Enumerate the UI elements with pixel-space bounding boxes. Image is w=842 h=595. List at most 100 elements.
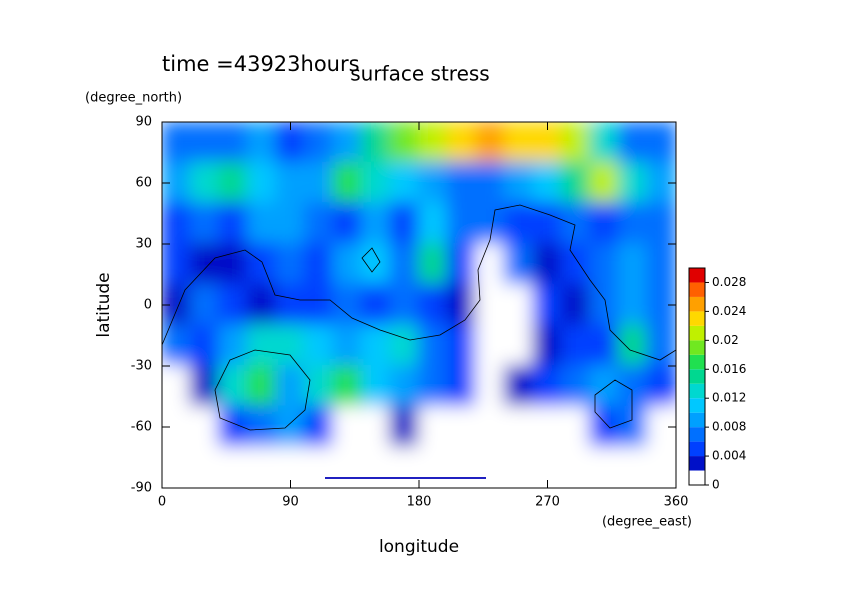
field-cell: [617, 122, 649, 164]
field-cell: [418, 405, 449, 449]
x-units: (degree_east): [602, 515, 692, 530]
field-cell: [418, 283, 449, 327]
field-cell: [418, 161, 449, 205]
field-cell: [503, 324, 535, 367]
field-cell: [646, 202, 676, 245]
field-cell: [617, 202, 649, 245]
y-units: (degree_north): [85, 91, 182, 106]
field-cell: [162, 324, 192, 367]
colorbar-tick-label: 0.02: [712, 333, 739, 347]
colorbar-segment: [689, 412, 705, 428]
coastlines: [162, 204, 676, 431]
field-cell: [360, 161, 392, 205]
field-cell: [275, 202, 306, 245]
colorbar-segment: [689, 354, 705, 370]
field-cell: [218, 283, 249, 327]
field-cell: [189, 283, 221, 327]
field-cell: [446, 202, 478, 245]
field-cell: [189, 122, 221, 164]
colorbar-segment: [689, 268, 705, 283]
field-cell: [617, 324, 649, 367]
field-cell: [532, 283, 563, 327]
field-cell: [218, 202, 249, 245]
field-cell: [617, 283, 649, 327]
field-cell: [275, 283, 306, 327]
colorbar-tick-label: 0.024: [712, 304, 746, 318]
field-cell: [503, 365, 535, 408]
field-cell: [218, 122, 249, 164]
field-cell: [275, 365, 306, 408]
field-cell: [389, 324, 420, 367]
field-cell: [418, 243, 449, 286]
field-cell: [475, 243, 506, 286]
field-cell: [389, 122, 420, 164]
field-cell: [446, 283, 478, 327]
field-cell: [646, 122, 676, 164]
field-cell: [303, 324, 335, 367]
field-cell: [589, 446, 620, 488]
coastline: [162, 204, 676, 361]
field-cell: [246, 365, 278, 408]
field-cell: [360, 243, 392, 286]
field-cell: [475, 324, 506, 367]
field-cell: [360, 365, 392, 408]
y-tick-label: 90: [135, 115, 152, 130]
field-cell: [332, 365, 363, 408]
colorbar-tick-label: 0: [712, 478, 720, 492]
field-cell: [360, 202, 392, 245]
field-cell: [589, 161, 620, 205]
colorbar-frame: [688, 267, 706, 486]
field-cell: [532, 365, 563, 408]
y-tick-label: -90: [131, 481, 152, 496]
field-cell: [189, 202, 221, 245]
field-cell: [589, 365, 620, 408]
field-cell: [303, 202, 335, 245]
coastline: [594, 379, 633, 429]
y-axis-label: latitude: [94, 272, 114, 337]
field-cell: [418, 122, 449, 164]
field-cell: [446, 446, 478, 488]
field-cell: [162, 122, 192, 164]
x-tick-label: 270: [535, 495, 560, 510]
colorbar-segment: [689, 383, 705, 399]
field-cell: [389, 446, 420, 488]
x-axis-label: longitude: [379, 537, 459, 557]
field-cell: [189, 243, 221, 286]
field-cell: [360, 446, 392, 488]
field-cell: [617, 405, 649, 449]
field-cell: [646, 324, 676, 367]
field-cell: [218, 405, 249, 449]
field-cell: [246, 324, 278, 367]
field-cell: [162, 243, 192, 286]
y-tick-label: -60: [131, 420, 152, 435]
x-tick-label: 180: [407, 495, 432, 510]
field-cell: [275, 161, 306, 205]
field-cell: [418, 324, 449, 367]
field-cell: [246, 283, 278, 327]
field-cell: [503, 161, 535, 205]
field-cell: [617, 365, 649, 408]
colorbar-tick-label: 0.016: [712, 362, 746, 376]
field-cell: [246, 243, 278, 286]
colorbar-segment: [689, 427, 705, 442]
colorbar-tick-label: 0.008: [712, 420, 746, 434]
field-cell: [446, 161, 478, 205]
colorbar-segment: [689, 282, 705, 297]
field-cell: [162, 446, 192, 488]
field-cell: [560, 202, 592, 245]
field-cell: [162, 365, 192, 408]
field-cell: [617, 446, 649, 488]
field-cell: [303, 243, 335, 286]
field-cell: [275, 324, 306, 367]
field-cell: [532, 161, 563, 205]
field-cell: [475, 122, 506, 164]
field-cell: [303, 365, 335, 408]
field-cell: [503, 202, 535, 245]
field-cell: [503, 283, 535, 327]
colorbar-segment: [689, 340, 705, 355]
y-tick-label: 30: [135, 237, 152, 252]
field-cell: [332, 405, 363, 449]
field-cell: [389, 161, 420, 205]
field-cell: [475, 283, 506, 327]
